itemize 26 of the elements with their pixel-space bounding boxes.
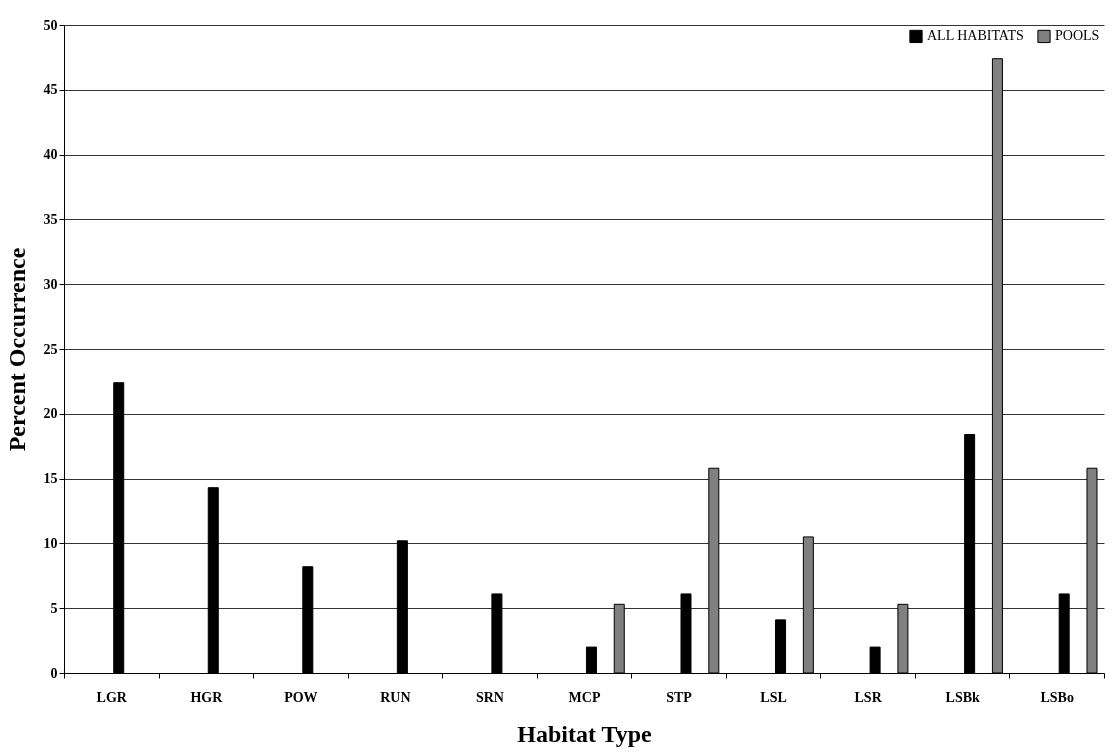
- x-tick-label: RUN: [380, 689, 411, 705]
- y-tick-label: 30: [43, 276, 58, 292]
- legend-label: POOLS: [1055, 28, 1100, 44]
- x-tick-label: LSBo: [1040, 689, 1074, 705]
- x-tick-label: LSR: [854, 689, 883, 705]
- x-tick-label: HGR: [190, 689, 224, 705]
- y-tick-label: 10: [43, 535, 58, 551]
- x-tick-label: STP: [666, 689, 693, 705]
- y-tick-label: 25: [43, 341, 58, 357]
- x-tick-label: MCP: [568, 689, 601, 705]
- y-tick-label: 20: [43, 406, 58, 422]
- y-tick-label: 15: [43, 471, 58, 487]
- y-tick-label: 50: [43, 17, 58, 33]
- x-tick-label: LSBk: [945, 689, 981, 705]
- y-tick-label: 40: [43, 147, 58, 163]
- x-tick-label: POW: [284, 689, 318, 705]
- y-tick-label: 0: [50, 665, 58, 681]
- y-tick-label: 35: [43, 211, 58, 227]
- legend-label: ALL HABITATS: [927, 28, 1024, 44]
- x-axis-title: Habitat Type: [517, 720, 653, 747]
- y-axis-title: Percent Occurrence: [3, 247, 30, 452]
- y-tick-label: 5: [50, 600, 58, 616]
- y-tick-label: 45: [43, 82, 58, 98]
- x-tick-label: SRN: [475, 689, 504, 705]
- x-tick-label: LGR: [96, 689, 128, 705]
- x-tick-label: LSL: [760, 689, 787, 705]
